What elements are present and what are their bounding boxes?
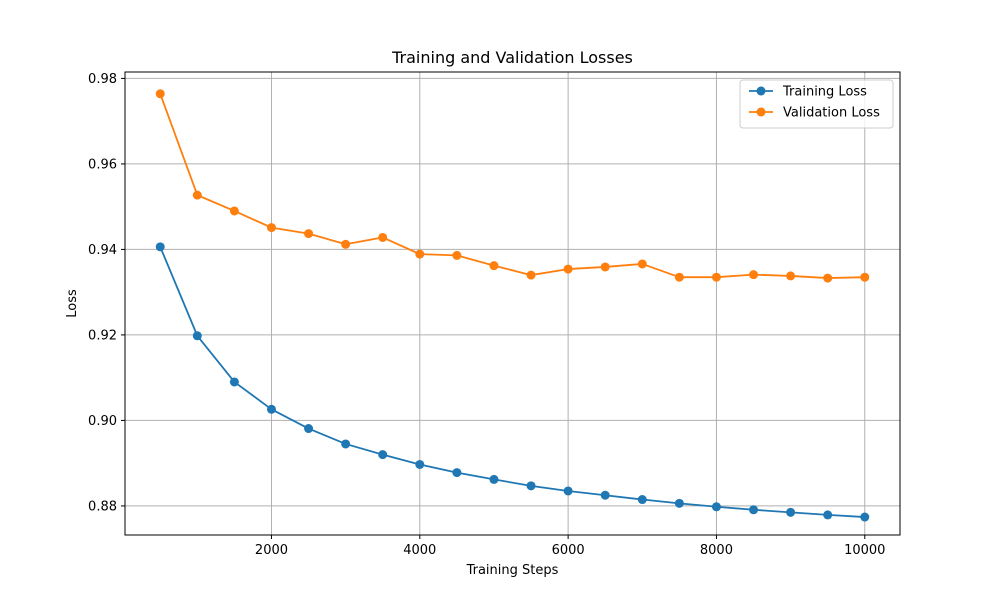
x-tick-label: 6000 — [552, 543, 585, 558]
data-point — [600, 262, 610, 272]
data-point — [823, 273, 833, 283]
y-tick-label: 0.92 — [88, 328, 117, 343]
series-validation-loss — [155, 89, 870, 283]
data-point — [749, 270, 759, 280]
data-point — [674, 498, 684, 508]
data-point — [155, 242, 165, 252]
legend: Training Loss Validation Loss — [739, 79, 894, 129]
data-point — [378, 450, 388, 460]
x-tick-label: 4000 — [403, 543, 436, 558]
data-point — [229, 206, 239, 216]
data-point — [563, 486, 573, 496]
series-line — [159, 93, 865, 279]
data-point — [860, 272, 870, 282]
plot-area-frame — [124, 71, 901, 536]
data-point — [192, 190, 202, 200]
legend-label: Training Loss — [782, 85, 867, 100]
data-point — [229, 377, 239, 387]
series-line — [159, 246, 865, 518]
y-tick-label: 0.98 — [88, 72, 117, 87]
data-point — [266, 404, 276, 414]
data-point — [823, 510, 833, 520]
axis-ticks: 2000 4000 6000 8000 10000 0.88 0.90 0.92 0.94 0.9… — [88, 72, 885, 558]
data-point — [711, 272, 721, 282]
data-point — [341, 239, 351, 249]
y-tick-label: 0.90 — [88, 414, 117, 429]
legend-marker — [756, 86, 766, 96]
data-point — [749, 505, 759, 515]
chart-title: Training and Validation Losses — [391, 48, 633, 67]
data-point — [526, 270, 536, 280]
data-point — [304, 229, 314, 239]
y-axis-label: Loss — [65, 289, 80, 318]
legend-item: Training Loss — [749, 85, 867, 100]
data-point — [637, 495, 647, 505]
grid-lines — [125, 72, 900, 535]
legend-item: Validation Loss — [749, 106, 880, 121]
series-training-loss — [155, 242, 870, 522]
legend-box — [739, 79, 894, 129]
data-point — [415, 249, 425, 259]
data-point — [600, 490, 610, 500]
data-point — [637, 259, 647, 269]
data-point — [563, 264, 573, 274]
data-point — [415, 459, 425, 469]
data-point — [786, 507, 796, 517]
data-point — [304, 424, 314, 434]
y-tick-label: 0.88 — [88, 499, 117, 514]
data-point — [192, 331, 202, 341]
x-axis-label: Training Steps — [466, 563, 559, 578]
data-point — [452, 250, 462, 260]
x-tick-label: 2000 — [255, 543, 288, 558]
data-point — [489, 474, 499, 484]
data-point — [266, 223, 276, 233]
data-point — [526, 481, 536, 491]
data-point — [155, 89, 165, 99]
y-tick-label: 0.94 — [88, 243, 117, 258]
data-point — [341, 439, 351, 449]
data-point — [674, 272, 684, 282]
x-tick-label: 8000 — [700, 543, 733, 558]
data-point — [452, 468, 462, 478]
data-point — [378, 232, 388, 242]
legend-marker — [756, 107, 766, 117]
data-point — [711, 502, 721, 512]
series-layer — [155, 89, 870, 522]
y-tick-label: 0.96 — [88, 157, 117, 172]
data-point — [860, 512, 870, 522]
data-point — [786, 271, 796, 281]
data-point — [489, 261, 499, 271]
legend-label: Validation Loss — [783, 106, 880, 121]
x-tick-label: 10000 — [844, 543, 885, 558]
